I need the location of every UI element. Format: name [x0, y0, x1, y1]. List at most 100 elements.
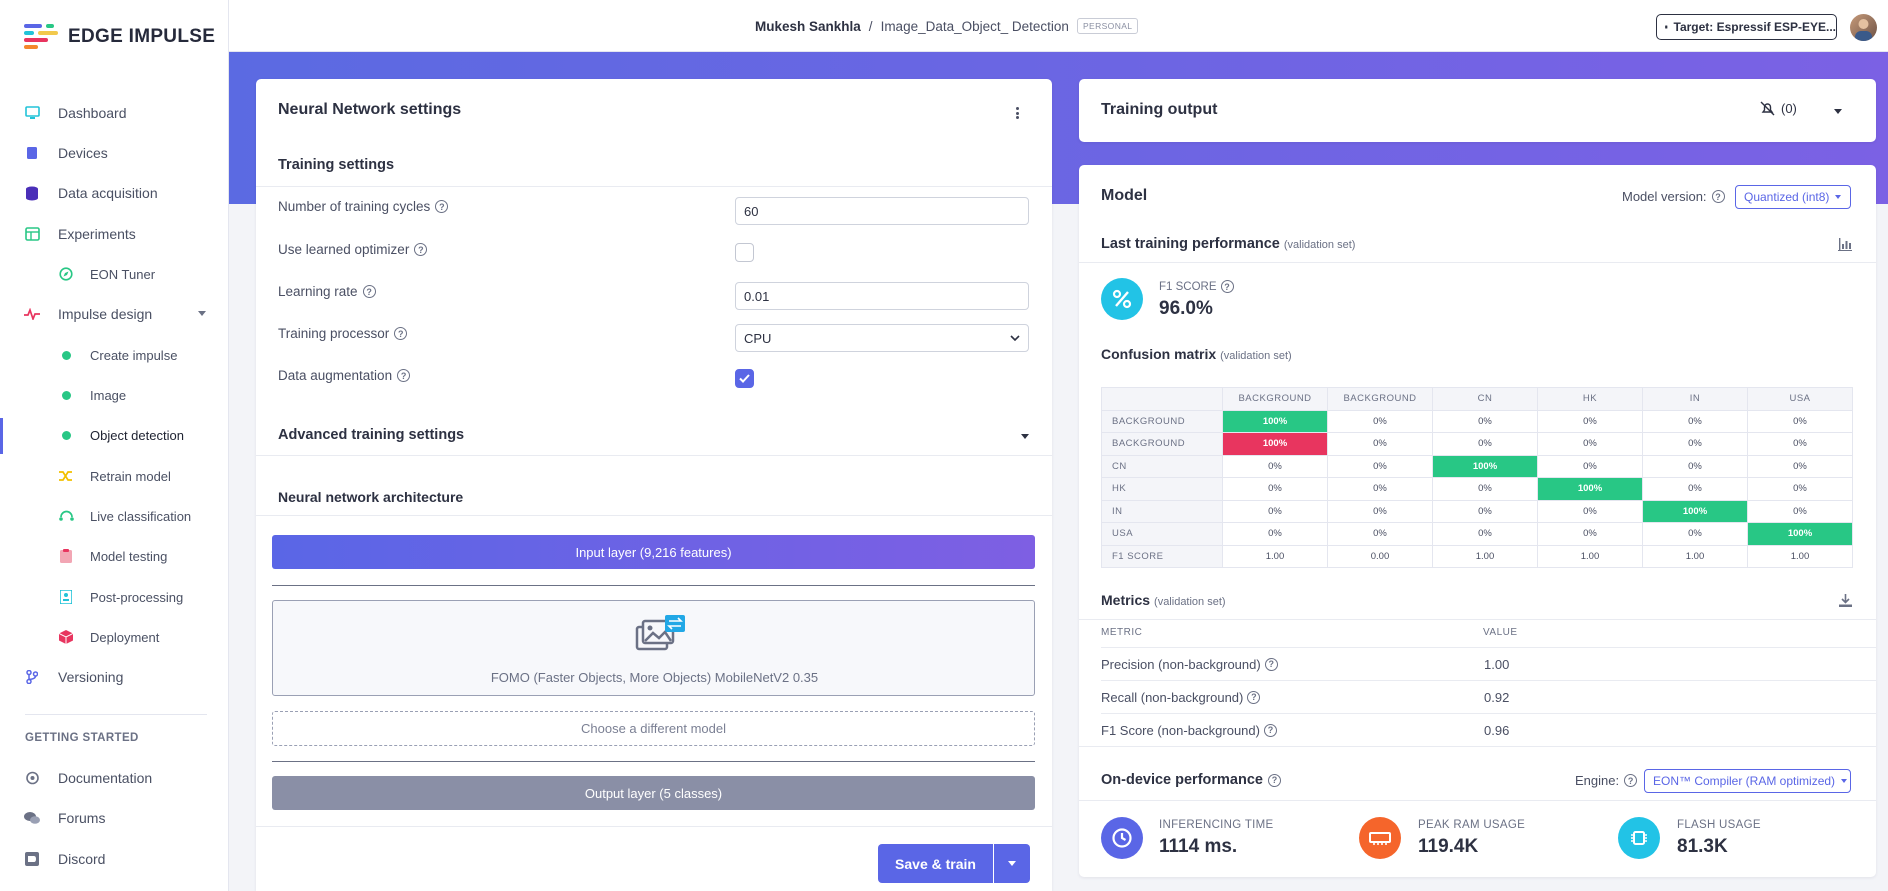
- perf-value: 1114 ms.: [1159, 836, 1238, 857]
- learning-rate-input[interactable]: 0.01: [735, 282, 1029, 310]
- layer-connector: [272, 585, 1035, 586]
- chevron-down-icon[interactable]: [1021, 434, 1029, 439]
- sidebar-item-live-classification[interactable]: Live classification: [0, 500, 229, 532]
- help-icon[interactable]: ?: [1624, 774, 1638, 787]
- cube-icon: [58, 629, 74, 645]
- save-train-button[interactable]: Save & train: [878, 844, 993, 883]
- section-title-architecture: Neural network architecture: [278, 489, 464, 505]
- training-processor-label: Training processor?: [278, 326, 408, 341]
- sidebar-item-retrain-model[interactable]: Retrain model: [0, 460, 229, 492]
- user-avatar[interactable]: [1850, 14, 1877, 41]
- input-layer-button[interactable]: Input layer (9,216 features): [272, 535, 1035, 569]
- output-layer-button[interactable]: Output layer (5 classes): [272, 776, 1035, 810]
- table-cell: 0%: [1222, 499, 1328, 523]
- sidebar-item-data-acquisition[interactable]: Data acquisition: [0, 177, 229, 209]
- sidebar-item-eon-tuner[interactable]: EON Tuner: [0, 258, 229, 290]
- sidebar-item-devices[interactable]: Devices: [0, 137, 229, 169]
- table-row: CN 0% 0% 100% 0% 0% 0%: [1101, 454, 1853, 478]
- label-text: Recall (non-background): [1101, 689, 1244, 705]
- sidebar-item-image[interactable]: Image: [0, 379, 229, 411]
- training-processor-select[interactable]: CPU: [735, 324, 1029, 352]
- table-cell: 100%: [1537, 477, 1643, 501]
- flash-chip-icon: [1618, 817, 1660, 859]
- save-options-dropdown[interactable]: [994, 844, 1030, 883]
- sidebar-item-post-processing[interactable]: Post-processing: [0, 581, 229, 613]
- divider: [1079, 262, 1876, 263]
- card-title: Neural Network settings: [278, 101, 462, 118]
- database-icon: [24, 185, 40, 201]
- sidebar-item-deployment[interactable]: Deployment: [0, 621, 229, 653]
- table-cell: 0%: [1327, 454, 1433, 478]
- sidebar-item-label: Discord: [58, 851, 106, 867]
- help-icon[interactable]: ?: [1264, 657, 1278, 671]
- table-cell: 0%: [1642, 409, 1748, 433]
- model-version-select[interactable]: Quantized (int8): [1735, 185, 1851, 209]
- advanced-training-toggle[interactable]: Advanced training settings: [278, 427, 465, 443]
- divider: [1079, 800, 1876, 801]
- perf-label: FLASH USAGE: [1677, 819, 1761, 831]
- last-performance-heading: Last training performance (validation se…: [1101, 236, 1355, 252]
- bar-chart-icon[interactable]: [1838, 238, 1852, 251]
- help-icon[interactable]: ?: [1711, 190, 1725, 203]
- training-cycles-input[interactable]: 60: [735, 197, 1029, 225]
- corner-cell: [1101, 387, 1223, 411]
- section-subtitle: (validation set): [1154, 596, 1226, 608]
- bell-off-icon: [1760, 101, 1775, 116]
- sidebar-item-model-testing[interactable]: Model testing: [0, 540, 229, 572]
- edge-impulse-logo-icon: [24, 24, 58, 49]
- sidebar-item-label: EON Tuner: [90, 266, 156, 282]
- select-value: EON™ Compiler (RAM optimized): [1653, 774, 1836, 788]
- help-icon[interactable]: ?: [397, 369, 411, 382]
- sidebar-item-forums[interactable]: Forums: [0, 802, 229, 834]
- data-augmentation-checkbox[interactable]: [735, 369, 754, 388]
- chevron-down-icon[interactable]: [198, 311, 206, 316]
- chevron-down-icon: [1841, 779, 1848, 783]
- table-row: HK 0% 0% 0% 100% 0% 0%: [1101, 477, 1853, 501]
- help-icon[interactable]: ?: [394, 327, 408, 340]
- breadcrumb-user[interactable]: Mukesh Sankhla: [755, 18, 861, 34]
- learned-optimizer-checkbox[interactable]: [735, 243, 754, 262]
- sidebar-item-label: Forums: [58, 810, 106, 826]
- table-cell: 0%: [1747, 432, 1853, 456]
- help-icon[interactable]: ?: [435, 200, 449, 213]
- model-architecture-box[interactable]: FOMO (Faster Objects, More Objects) Mobi…: [272, 600, 1035, 696]
- help-icon[interactable]: ?: [1263, 723, 1277, 737]
- confusion-matrix-table: BACKGROUND BACKGROUND CN HK IN USA BACKG…: [1101, 387, 1853, 568]
- help-icon[interactable]: ?: [1267, 773, 1281, 787]
- choose-model-button[interactable]: Choose a different model: [272, 711, 1035, 746]
- help-icon[interactable]: ?: [1220, 280, 1234, 293]
- nn-settings-card: Neural Network settings Training setting…: [256, 79, 1052, 891]
- help-icon[interactable]: ?: [1247, 690, 1261, 704]
- card-title: Training output: [1101, 101, 1218, 118]
- sidebar-item-label: Model testing: [90, 548, 168, 564]
- breadcrumb-project[interactable]: Image_Data_Object_ Detection: [880, 18, 1069, 34]
- sidebar-item-experiments[interactable]: Experiments: [0, 218, 229, 250]
- sidebar-item-documentation[interactable]: Documentation: [0, 762, 229, 794]
- sidebar-item-label: Create impulse: [90, 347, 178, 363]
- monitor-icon: [24, 105, 40, 121]
- column-header: BACKGROUND: [1327, 387, 1433, 411]
- notifications-toggle[interactable]: (0): [1760, 101, 1797, 116]
- sidebar-item-versioning[interactable]: Versioning: [0, 661, 229, 693]
- app-logo[interactable]: EDGE IMPULSE: [24, 24, 215, 50]
- download-icon[interactable]: [1839, 594, 1852, 607]
- training-output-card: Training output (0): [1079, 79, 1876, 142]
- table-cell: 100%: [1747, 522, 1853, 546]
- sidebar-item-discord[interactable]: Discord: [0, 843, 229, 875]
- table-row: BACKGROUND 100% 0% 0% 0% 0% 0%: [1101, 409, 1853, 433]
- more-options-icon[interactable]: [1012, 105, 1022, 121]
- help-icon[interactable]: ?: [362, 285, 376, 298]
- sidebar-item-create-impulse[interactable]: Create impulse: [0, 339, 229, 371]
- chevron-down-icon[interactable]: [1834, 109, 1842, 114]
- target-device-button[interactable]: Target: Espressif ESP-EYE...: [1656, 14, 1837, 40]
- sidebar-item-dashboard[interactable]: Dashboard: [0, 97, 229, 129]
- row-label: HK: [1101, 477, 1223, 501]
- confusion-matrix-heading: Confusion matrix (validation set): [1101, 346, 1292, 362]
- sidebar-item-impulse-design[interactable]: Impulse design: [0, 298, 229, 330]
- help-icon[interactable]: ?: [414, 243, 428, 256]
- percent-icon: [1101, 278, 1143, 320]
- label-text: Training processor: [278, 326, 390, 341]
- engine-select[interactable]: EON™ Compiler (RAM optimized): [1644, 769, 1851, 793]
- sidebar-item-object-detection[interactable]: Object detection: [0, 419, 229, 451]
- row-label: BACKGROUND: [1101, 409, 1223, 433]
